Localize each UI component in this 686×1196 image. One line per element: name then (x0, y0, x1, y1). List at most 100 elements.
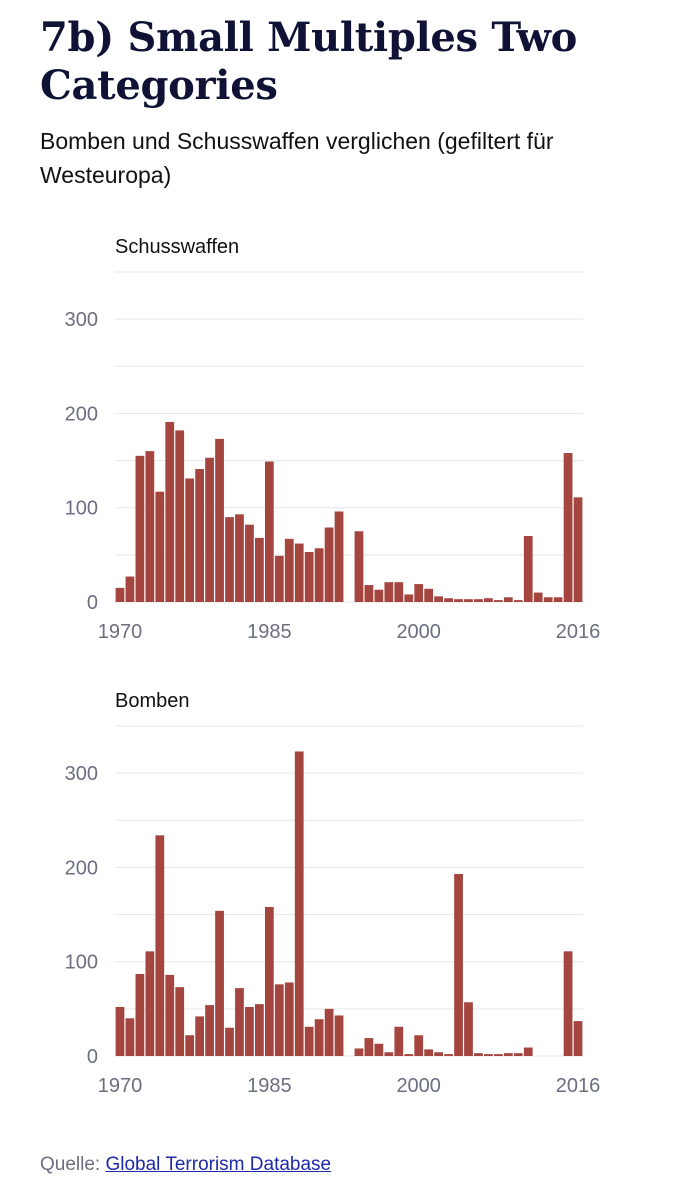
x-tick-label: 1985 (247, 621, 292, 643)
bar (264, 907, 274, 1056)
bar (125, 1018, 135, 1056)
bar (354, 1048, 364, 1056)
bar (165, 421, 175, 602)
bar (474, 599, 483, 602)
bar (553, 597, 563, 602)
bar (245, 524, 254, 602)
bar (434, 1052, 443, 1056)
bar (573, 1021, 583, 1056)
bar (414, 584, 424, 602)
y-tick-label: 200 (65, 857, 98, 879)
bar (444, 1054, 453, 1056)
bar (145, 451, 155, 602)
y-tick-label: 100 (65, 952, 98, 974)
bar (215, 438, 224, 602)
bar (523, 1047, 533, 1056)
bar (424, 1049, 434, 1056)
chart-title-bomben: Bomben (115, 690, 190, 712)
bar (404, 1054, 414, 1056)
bar (205, 457, 214, 602)
bar (384, 1052, 394, 1056)
bar (235, 988, 244, 1056)
bar (304, 1026, 314, 1056)
bar (573, 497, 583, 602)
bar (225, 517, 234, 602)
chart-bomben: 0 100 200 300 1970 1985 2000 2016 (65, 725, 601, 1097)
page-subtitle: Bomben und Schusswaffen verglichen (gefi… (40, 128, 554, 188)
bar (444, 598, 453, 602)
bar (384, 582, 394, 602)
bar (493, 1054, 503, 1056)
bar (155, 835, 165, 1056)
bar (364, 585, 374, 602)
bar (145, 951, 155, 1056)
x-tick-label: 1970 (98, 1075, 143, 1097)
y-tick-label: 200 (65, 403, 98, 425)
bar (195, 469, 205, 602)
bar (255, 537, 264, 602)
bar (523, 536, 533, 602)
bar (185, 478, 195, 602)
bar (165, 974, 175, 1056)
x-tick-label: 2016 (556, 621, 601, 643)
y-tick-label: 300 (65, 309, 98, 331)
chart-title-schusswaffen: Schusswaffen (115, 236, 240, 258)
x-tick-label: 2016 (556, 1075, 601, 1097)
bar (474, 1053, 483, 1056)
bar (195, 1016, 205, 1056)
bar (314, 1019, 324, 1056)
x-tick-label: 1985 (247, 1075, 292, 1097)
x-tick-label: 2000 (396, 621, 441, 643)
bar (274, 555, 284, 602)
bar (284, 538, 294, 602)
bar (394, 582, 404, 602)
page-title: 7b) Small Multiples Two Categories (40, 14, 577, 109)
bar (294, 751, 304, 1056)
bar (205, 1005, 214, 1056)
bar (394, 1026, 404, 1056)
bar (175, 987, 185, 1056)
bar (484, 598, 493, 602)
bar (135, 973, 145, 1056)
bar (464, 1002, 473, 1056)
chart-schusswaffen: 0 100 200 300 1970 1985 2000 2016 (65, 271, 601, 643)
bar (125, 576, 135, 602)
bar (374, 589, 384, 602)
y-tick-label: 0 (87, 1046, 98, 1068)
bar (215, 910, 224, 1056)
bar (484, 1054, 493, 1056)
bar (513, 600, 523, 602)
bar (454, 874, 463, 1056)
source-link[interactable]: Global Terrorism Database (105, 1154, 332, 1175)
bar (255, 1004, 264, 1056)
bar (274, 984, 284, 1056)
bar (324, 1008, 334, 1056)
bar (324, 527, 334, 602)
bar (493, 600, 503, 602)
bar (464, 599, 473, 602)
bar (334, 1015, 344, 1056)
y-tick-label: 300 (65, 763, 98, 785)
bar (503, 1053, 513, 1056)
bar (314, 548, 324, 602)
source-label: Quelle: (40, 1154, 101, 1175)
bar (424, 588, 434, 602)
bar (543, 597, 553, 602)
bar (115, 587, 125, 602)
bar (533, 592, 543, 602)
bar (294, 543, 304, 602)
bar (175, 430, 185, 602)
bar (135, 455, 145, 602)
bar (264, 461, 274, 602)
y-tick-label: 0 (87, 592, 98, 614)
bar (364, 1038, 374, 1056)
bar (404, 594, 414, 602)
bar (304, 552, 314, 602)
bar (563, 453, 573, 602)
bar (513, 1053, 523, 1056)
bar (155, 491, 165, 602)
bar (563, 951, 573, 1056)
bar (185, 1035, 195, 1056)
source-note: Quelle: Global Terrorism Database (40, 1154, 331, 1176)
x-tick-label: 1970 (98, 621, 143, 643)
